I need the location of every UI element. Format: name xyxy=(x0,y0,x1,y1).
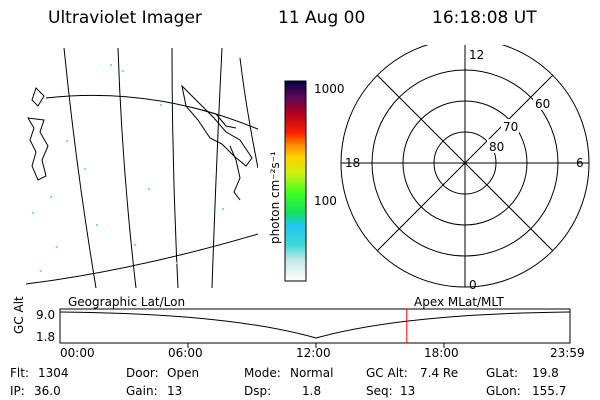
flt-label: Flt: xyxy=(10,366,29,380)
lat-label-80: 80 xyxy=(489,140,504,154)
timeline-right-title: Apex MLat/MLT xyxy=(414,295,504,309)
glon-value: 155.7 xyxy=(532,384,567,398)
meridian-line xyxy=(171,48,179,288)
mode-label: Mode: xyxy=(244,366,281,380)
lat-label-70: 70 xyxy=(503,120,518,134)
color-scale-bar xyxy=(284,80,307,282)
timeline-ylabel: GC Alt xyxy=(12,296,26,334)
door-value: Open xyxy=(167,366,200,380)
meridian-line xyxy=(211,48,223,288)
dsp-label: Dsp: xyxy=(244,384,272,398)
gain-label: Gain: xyxy=(126,384,158,398)
gcalt-label: GC Alt: xyxy=(366,366,408,380)
timeline-tick-2359: 23:59 xyxy=(550,346,585,360)
coastline xyxy=(27,117,49,181)
mlt-label-18: 18 xyxy=(345,156,360,170)
colorbar-tick-1000: 1000 xyxy=(314,82,345,96)
polar-diagonal xyxy=(376,74,554,252)
coastline xyxy=(229,145,241,201)
lat-label-60: 60 xyxy=(535,97,550,111)
meridian-line xyxy=(117,48,137,288)
timeline-tick-1800: 18:00 xyxy=(424,346,459,360)
meridian-line xyxy=(239,57,258,169)
door-label: Door: xyxy=(126,366,159,380)
latitude-line xyxy=(26,233,258,285)
altitude-curve xyxy=(59,311,571,339)
coastline xyxy=(201,109,237,129)
date-label: 11 Aug 00 xyxy=(278,8,366,28)
seq-label: Seq: xyxy=(366,384,393,398)
mlt-label-0: 0 xyxy=(469,278,477,292)
timeline-tick-0000: 00:00 xyxy=(60,346,95,360)
glon-label: GLon: xyxy=(486,384,521,398)
altitude-timeline-plot xyxy=(59,308,571,348)
colorbar-unit-label: photon cm⁻²s⁻¹ xyxy=(268,151,282,244)
glat-value: 19.8 xyxy=(532,366,559,380)
seq-value: 13 xyxy=(400,384,416,398)
gcalt-value: 7.4 Re xyxy=(420,366,459,380)
timeline-tick-0600: 06:00 xyxy=(168,346,203,360)
time-label: 16:18:08 UT xyxy=(432,8,537,28)
polar-plot: 12 18 6 0 60 70 80 xyxy=(340,45,590,292)
timeline-y-bottom: 1.8 xyxy=(36,330,56,344)
coastline xyxy=(181,84,253,167)
flt-value: 1304 xyxy=(38,366,69,380)
instrument-title: Ultraviolet Imager xyxy=(48,8,202,28)
geographic-map xyxy=(26,48,258,288)
meridian-line xyxy=(63,48,97,288)
gain-value: 13 xyxy=(167,384,183,398)
mlt-label-6: 6 xyxy=(576,156,584,170)
timeline-tick-1200: 12:00 xyxy=(296,346,331,360)
ip-label: IP: xyxy=(10,384,25,398)
glat-label: GLat: xyxy=(486,366,519,380)
timeline-left-title: Geographic Lat/Lon xyxy=(68,295,186,309)
mode-value: Normal xyxy=(290,366,334,380)
colorbar-tick-100: 100 xyxy=(314,194,337,208)
timeline-y-top: 9.0 xyxy=(36,308,56,322)
ip-value: 36.0 xyxy=(34,384,61,398)
coastline xyxy=(31,87,45,107)
latitude-line xyxy=(45,94,258,130)
dsp-value: 1.8 xyxy=(302,384,322,398)
mlt-label-12: 12 xyxy=(469,48,484,62)
